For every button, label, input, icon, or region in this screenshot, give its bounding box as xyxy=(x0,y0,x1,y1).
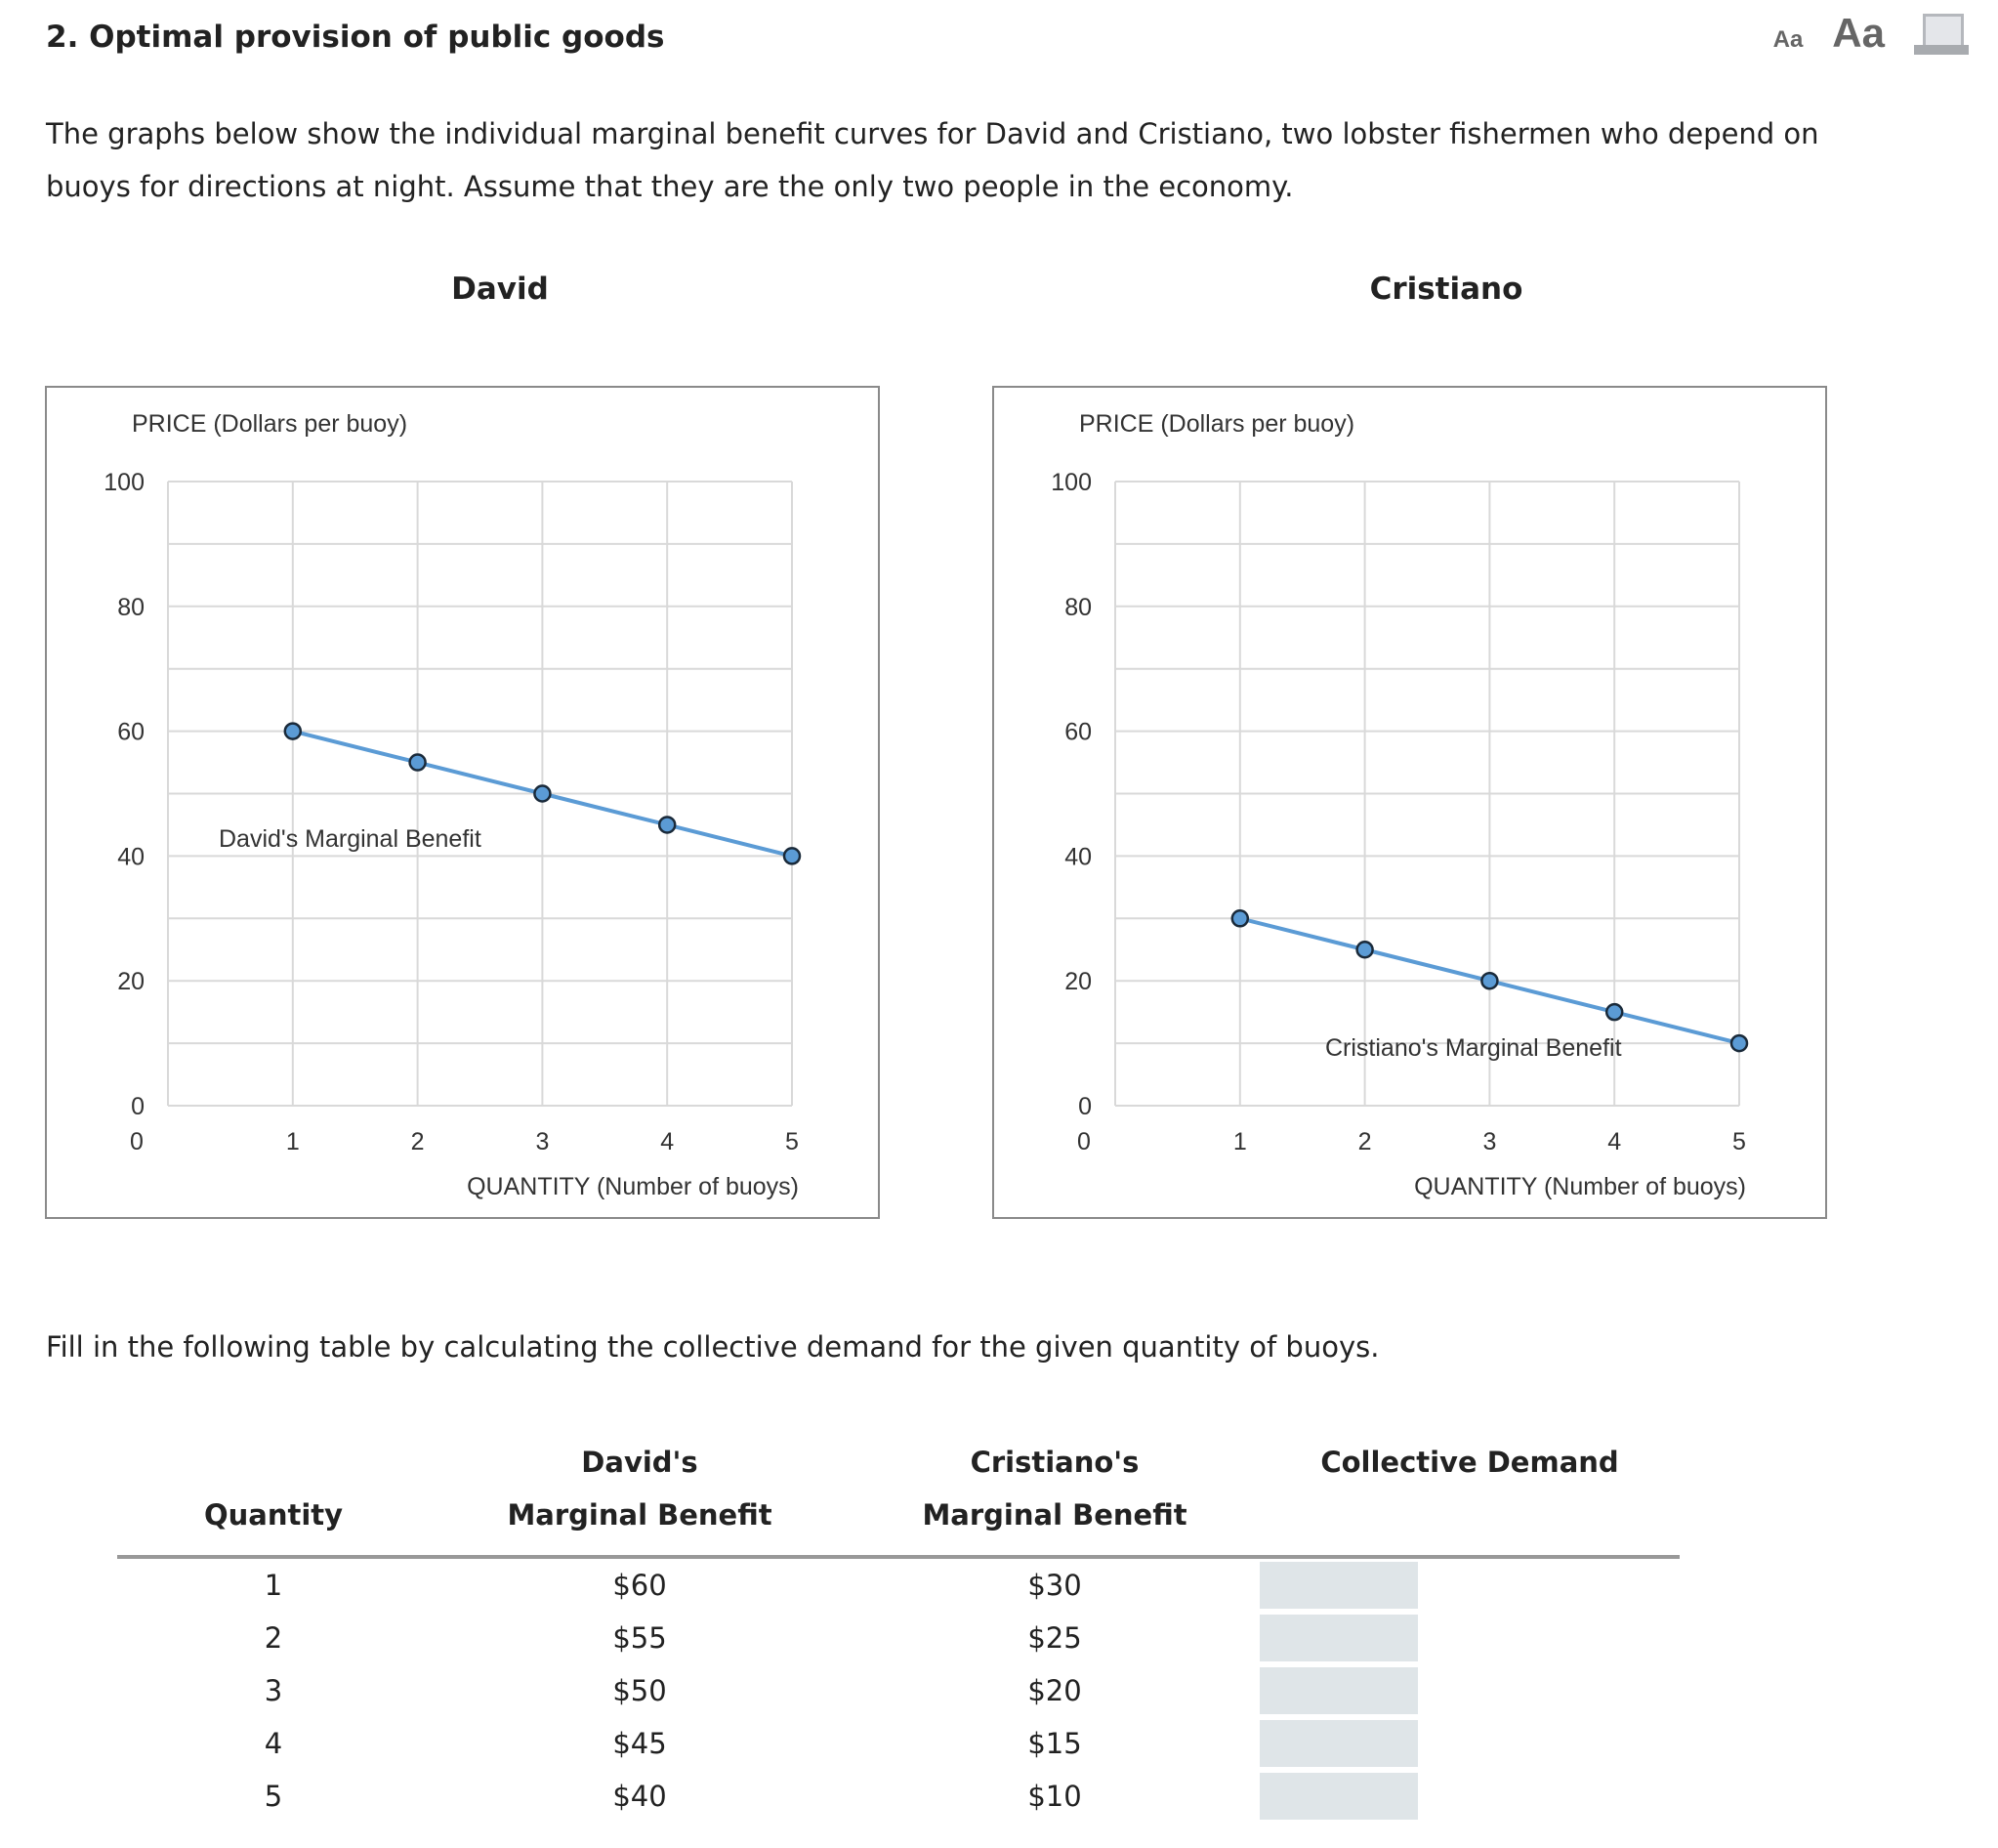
x-tick-label: 5 xyxy=(785,1128,799,1155)
header-quantity: Quantity xyxy=(203,1498,344,1532)
y-tick-label: 80 xyxy=(117,594,145,621)
x-tick-label: 1 xyxy=(1233,1128,1247,1155)
collective-demand-cell xyxy=(1260,1557,1680,1612)
data-point[interactable] xyxy=(283,722,303,740)
x-axis-label: QUANTITY (Number of buoys) xyxy=(1414,1173,1746,1200)
chart-svg: PRICE (Dollars per buoy) QUANTITY (Number… xyxy=(104,410,802,1200)
x-axis-label: QUANTITY (Number of buoys) xyxy=(467,1173,799,1200)
david-chart: PRICE (Dollars per buoy) QUANTITY (Number… xyxy=(45,386,880,1219)
david-mb-cell: $45 xyxy=(612,1727,667,1760)
y-tick-label: 100 xyxy=(1051,469,1092,496)
table-row: 4 $45 $15 xyxy=(117,1717,1680,1770)
cristiano-chart: PRICE (Dollars per buoy) QUANTITY (Number… xyxy=(992,386,1827,1219)
y-axis-label: PRICE (Dollars per buoy) xyxy=(132,410,407,438)
collective-demand-input[interactable] xyxy=(1260,1720,1418,1767)
y-tick-label: 40 xyxy=(117,843,145,870)
data-point[interactable] xyxy=(1480,971,1499,990)
y-axis-label: PRICE (Dollars per buoy) xyxy=(1079,410,1354,438)
series-label: David's Marginal Benefit xyxy=(219,825,481,853)
data-point[interactable] xyxy=(1230,909,1250,928)
collective-demand-input[interactable] xyxy=(1260,1615,1418,1661)
table-row: 2 $55 $25 xyxy=(117,1612,1680,1664)
x-tick-label: 4 xyxy=(660,1128,674,1155)
data-point[interactable] xyxy=(408,753,427,772)
collective-demand-cell xyxy=(1260,1770,1680,1823)
data-point[interactable] xyxy=(533,784,552,803)
text-size-large-icon[interactable]: Aa xyxy=(1832,10,1885,56)
cristiano-mb-cell: $10 xyxy=(1027,1780,1082,1813)
x-tick-label: 4 xyxy=(1607,1128,1621,1155)
header-cristiano-mb: Cristiano's Marginal Benefit xyxy=(922,1446,1187,1532)
x-tick-label: 3 xyxy=(1482,1128,1496,1155)
intro-text: The graphs below show the individual mar… xyxy=(46,117,1819,203)
quantity-cell: 4 xyxy=(264,1727,283,1760)
x-tick-label: 2 xyxy=(411,1128,425,1155)
y-tick-label: 60 xyxy=(1064,719,1092,746)
collective-demand-table: Quantity David's Marginal Benefit Cristia… xyxy=(117,1436,1680,1823)
y-tick-label: 20 xyxy=(117,968,145,995)
cristiano-mb-cell: $25 xyxy=(1027,1621,1082,1655)
text-size-small-icon[interactable]: Aa xyxy=(1772,26,1804,53)
header-david-mb: David's Marginal Benefit xyxy=(507,1446,772,1532)
quantity-cell: 1 xyxy=(264,1569,283,1602)
cristiano-mb-cell: $20 xyxy=(1027,1674,1082,1707)
data-point[interactable] xyxy=(657,816,677,834)
quantity-cell: 2 xyxy=(264,1621,283,1655)
david-mb-cell: $60 xyxy=(612,1569,667,1602)
david-mb-cell: $50 xyxy=(612,1674,667,1707)
x-tick-label: 2 xyxy=(1358,1128,1372,1155)
table-row: 5 $40 $10 xyxy=(117,1770,1680,1823)
header-collective-demand: Collective Demand xyxy=(1320,1446,1619,1479)
collective-demand-input[interactable] xyxy=(1260,1773,1418,1820)
table-row: 1 $60 $30 xyxy=(117,1557,1680,1612)
data-point[interactable] xyxy=(1355,941,1374,959)
cristiano-mb-cell: $15 xyxy=(1027,1727,1082,1760)
x-tick-label: 5 xyxy=(1732,1128,1746,1155)
collective-demand-cell xyxy=(1260,1717,1680,1770)
y-tick-label: 20 xyxy=(1064,968,1092,995)
print-icon[interactable] xyxy=(1914,12,1969,55)
chart-svg: PRICE (Dollars per buoy) QUANTITY (Number… xyxy=(1051,410,1749,1200)
y-tick-label: 0 xyxy=(131,1093,145,1120)
series-label: Cristiano's Marginal Benefit xyxy=(1325,1034,1622,1062)
collective-demand-input[interactable] xyxy=(1260,1667,1418,1714)
david-mb-cell: $40 xyxy=(612,1780,667,1813)
x-tick-label: 0 xyxy=(130,1128,144,1155)
x-tick-label: 0 xyxy=(1077,1128,1091,1155)
y-tick-label: 80 xyxy=(1064,594,1092,621)
table-row: 3 $50 $20 xyxy=(117,1664,1680,1717)
x-tick-label: 1 xyxy=(286,1128,300,1155)
y-tick-label: 40 xyxy=(1064,843,1092,870)
instructions: Fill in the following table by calculati… xyxy=(46,1330,1380,1364)
y-tick-label: 100 xyxy=(104,469,145,496)
question-title: 2. Optimal provision of public goods xyxy=(46,20,665,55)
data-point[interactable] xyxy=(1729,1033,1749,1053)
collective-demand-cell xyxy=(1260,1664,1680,1717)
collective-demand-input[interactable] xyxy=(1260,1562,1418,1609)
data-point[interactable] xyxy=(1604,1002,1624,1022)
y-tick-label: 0 xyxy=(1078,1093,1092,1120)
david-mb-cell: $55 xyxy=(612,1621,667,1655)
quantity-cell: 5 xyxy=(264,1780,283,1813)
cristiano-mb-cell: $30 xyxy=(1027,1569,1082,1602)
chart-title-cristiano: Cristiano xyxy=(1369,272,1523,307)
quantity-cell: 3 xyxy=(264,1674,283,1707)
y-tick-label: 60 xyxy=(117,719,145,746)
chart-title-david: David xyxy=(451,272,549,307)
collective-demand-cell xyxy=(1260,1612,1680,1664)
toolbar: Aa Aa xyxy=(1773,10,1969,57)
data-point[interactable] xyxy=(782,847,802,865)
x-tick-label: 3 xyxy=(535,1128,549,1155)
